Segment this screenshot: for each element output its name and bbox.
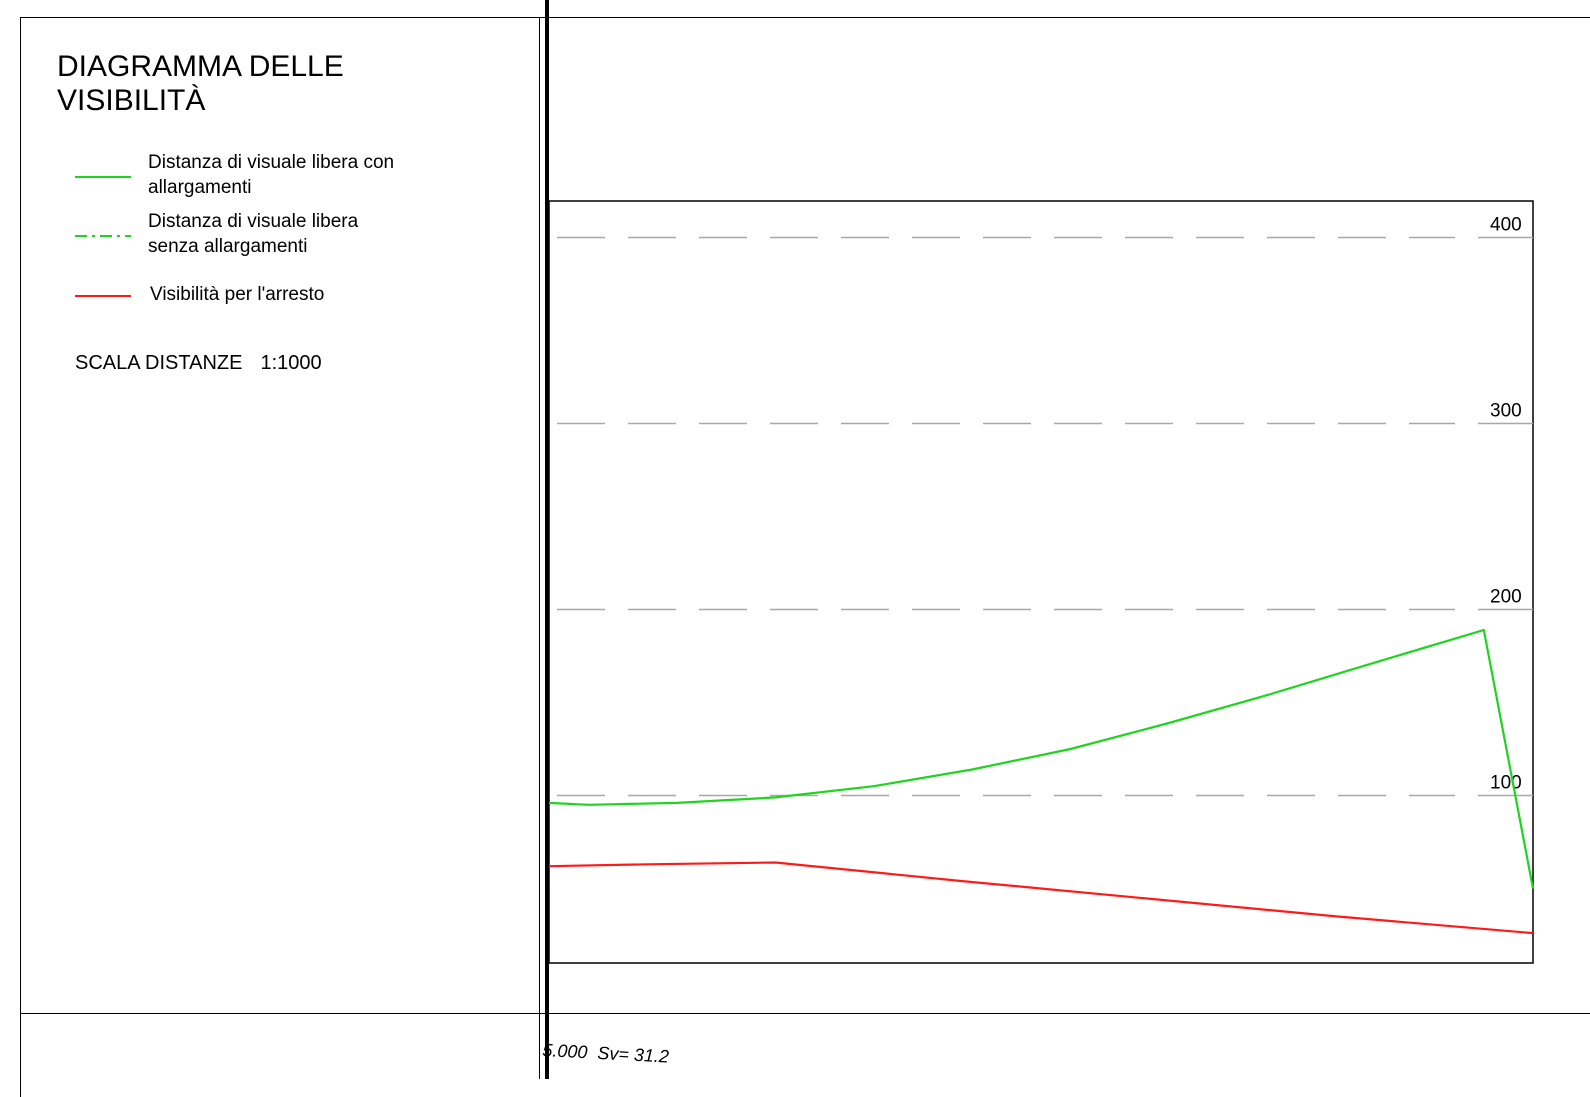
y-tick-label-300: 300 (1490, 401, 1522, 422)
diagram-title: DIAGRAMMA DELLE VISIBILITÀ (57, 50, 344, 117)
panel-divider-line (539, 17, 540, 1079)
legend-swatch-red-solid (75, 295, 131, 297)
station-value: 5.000 (541, 1040, 588, 1063)
scale-value: 1:1000 (260, 352, 322, 374)
plot-area-border (548, 200, 1534, 964)
series-line-0 (548, 628, 1535, 889)
y-tick-label-100: 100 (1490, 773, 1522, 794)
legend-label-stopping-visibility: Visibilità per l'arresto (150, 284, 325, 305)
drawing-frame (20, 17, 1590, 1097)
scale-label: SCALA DISTANZE (75, 352, 243, 374)
legend-swatch-green-solid (75, 176, 131, 178)
bottom-divider-line (20, 1013, 1590, 1014)
y-tick-label-400: 400 (1490, 215, 1522, 236)
series-line-1 (548, 861, 1534, 935)
legend-label-with-widening: Distanza di visuale libera con allargame… (148, 152, 395, 198)
sight-distance-value: Sv= 31.2 (596, 1042, 670, 1067)
thick-vertical-line (545, 0, 549, 1079)
legend-swatch-green-dashdot (75, 235, 131, 237)
legend-label-without-widening: Distanza di visuale libera senza allarga… (148, 211, 359, 257)
y-tick-label-200: 200 (1490, 587, 1522, 608)
distance-scale: SCALA DISTANZE 1:1000 (75, 351, 322, 375)
